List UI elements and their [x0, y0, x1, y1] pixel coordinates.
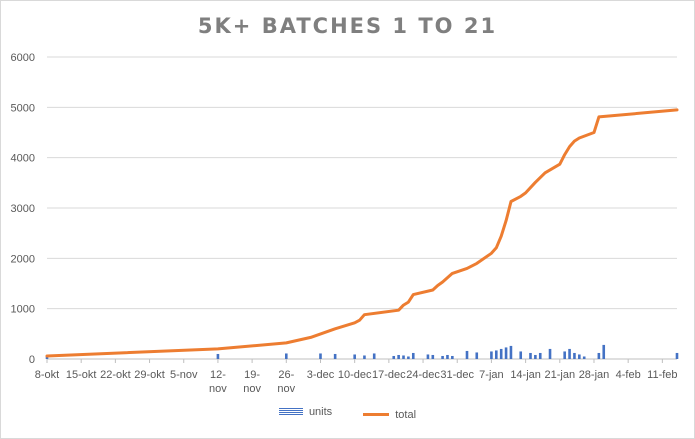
bar-units [504, 347, 508, 359]
bar-units [548, 348, 552, 359]
x-tick-label: 11-feb [647, 369, 677, 381]
y-tick-label: 6000 [11, 52, 35, 64]
bar-units [602, 344, 606, 359]
bar-units [319, 353, 322, 359]
x-tick-label: 17-dec [372, 369, 406, 381]
x-tick-label: 26-nov [277, 369, 295, 395]
x-tick-label: 29-okt [134, 369, 165, 381]
bar-units [573, 352, 576, 359]
legend: units total [0, 406, 695, 421]
x-tick-label: 14-jan [510, 369, 541, 381]
legend-label-total: total [395, 408, 417, 421]
bar-units [372, 353, 376, 359]
bar-units [534, 354, 537, 359]
chart-title: 5K+ BATCHES 1 TO 21 [197, 14, 498, 38]
bar-units [597, 352, 601, 359]
x-tick-label: 24-dec [406, 369, 440, 381]
bar-units [519, 351, 523, 359]
x-tick-label: 31-dec [440, 369, 474, 381]
bar-units [431, 354, 435, 359]
x-tick-label: 19-nov [243, 369, 261, 395]
x-tick-label: 28-jan [579, 369, 610, 381]
y-tick-label: 5000 [11, 102, 35, 114]
bar-units [285, 353, 288, 359]
bar-units [333, 353, 337, 359]
x-tick-label: 8-okt [35, 369, 59, 381]
bar-units [446, 354, 449, 359]
y-tick-label: 1000 [11, 304, 35, 316]
bar-units [411, 352, 415, 359]
bar-units [402, 355, 405, 359]
bar-units [578, 354, 581, 359]
legend-label-units: units [308, 406, 333, 418]
x-tick-label: 22-okt [100, 369, 131, 381]
bar-units [451, 355, 454, 359]
x-tick-label: 4-feb [616, 369, 641, 381]
bar-units [495, 350, 498, 359]
legend-entry-units: units [278, 406, 333, 418]
bar-units [499, 348, 503, 359]
bar-units [475, 352, 479, 359]
y-tick-label: 3000 [11, 203, 35, 215]
bar-units [426, 354, 430, 359]
bar-units [392, 355, 396, 359]
x-tick-label: 10-dec [338, 369, 372, 381]
bar-units [675, 352, 679, 359]
line-total [45, 108, 679, 358]
bar-units [529, 352, 532, 359]
bar-units [490, 351, 493, 359]
bar-units [465, 350, 469, 359]
legend-swatch-units [278, 408, 303, 416]
x-tick-label: 12-nov [209, 369, 227, 395]
bar-units [582, 356, 586, 359]
x-tick-label: 3-dec [307, 369, 335, 381]
y-tick-label: 0 [29, 354, 35, 366]
x-tick-label: 21-jan [545, 369, 576, 381]
bar-units [397, 354, 400, 359]
bar-units [509, 345, 513, 359]
bar-units [441, 355, 444, 359]
bar-units [353, 354, 356, 359]
bar-units [568, 348, 571, 359]
bar-units [216, 353, 220, 359]
y-tick-label: 4000 [11, 153, 35, 165]
bar-units [407, 356, 410, 359]
x-tick-label: 7-jan [479, 369, 503, 381]
x-tick-label: 5-nov [170, 369, 198, 381]
legend-entry-total: total [363, 409, 416, 421]
legend-swatch-total [363, 413, 390, 416]
bar-units [563, 351, 566, 359]
y-tick-label: 2000 [11, 253, 35, 265]
bar-units [363, 355, 366, 359]
bar-units [538, 352, 542, 359]
x-tick-label: 15-okt [66, 369, 97, 381]
